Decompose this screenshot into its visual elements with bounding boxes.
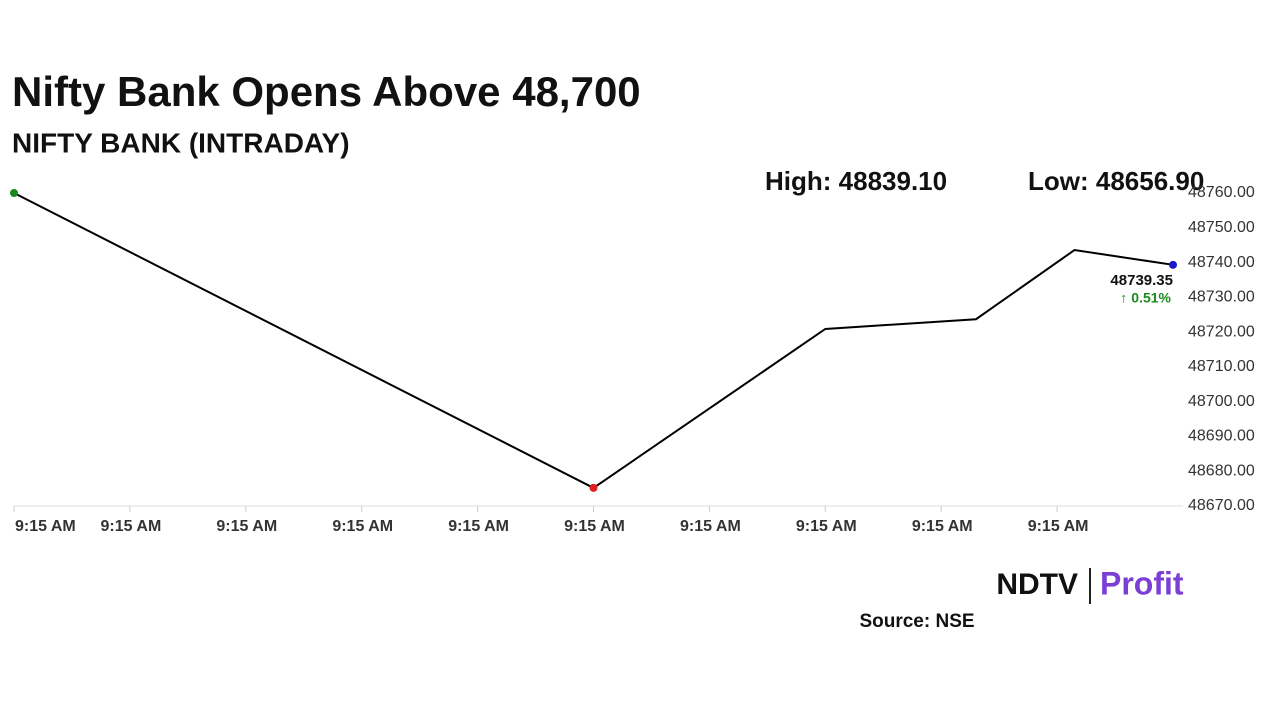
x-tick-label: 9:15 AM bbox=[680, 518, 741, 535]
x-tick-label: 9:15 AM bbox=[796, 518, 857, 535]
point-marker bbox=[10, 189, 18, 197]
y-tick-label: 48750.00 bbox=[1188, 219, 1255, 236]
y-tick-label: 48670.00 bbox=[1188, 497, 1255, 514]
point-marker bbox=[1169, 260, 1177, 269]
x-tick-label: 9:15 AM bbox=[1028, 518, 1089, 535]
y-tick-label: 48730.00 bbox=[1188, 289, 1255, 306]
y-tick-label: 48690.00 bbox=[1188, 428, 1255, 445]
x-tick-label: 9:15 AM bbox=[332, 518, 393, 535]
logo-ndtv: NDTV bbox=[996, 568, 1078, 601]
x-tick-label: 9:15 AM bbox=[564, 518, 625, 535]
y-tick-label: 48680.00 bbox=[1188, 462, 1255, 479]
x-tick-label: 9:15 AM bbox=[15, 518, 76, 535]
x-tick-label: 9:15 AM bbox=[101, 518, 162, 535]
y-tick-label: 48760.00 bbox=[1188, 184, 1255, 201]
x-tick-label: 9:15 AM bbox=[912, 518, 973, 535]
y-tick-label: 48700.00 bbox=[1188, 393, 1255, 410]
low-label: Low: 48656.90 bbox=[1028, 166, 1204, 196]
x-tick-label: 9:15 AM bbox=[216, 518, 277, 535]
y-tick-label: 48710.00 bbox=[1188, 358, 1255, 375]
chart-title: Nifty Bank Opens Above 48,700 bbox=[12, 68, 641, 115]
last-value-label: 48739.35 bbox=[1110, 272, 1173, 289]
high-label: High: 48839.10 bbox=[765, 166, 947, 196]
source: Source: NSE bbox=[859, 611, 974, 632]
point-marker bbox=[589, 483, 598, 492]
y-tick-label: 48720.00 bbox=[1188, 323, 1255, 340]
change-label: ↑ 0.51% bbox=[1120, 290, 1171, 306]
chart-subtitle: NIFTY BANK (INTRADAY) bbox=[12, 127, 350, 158]
y-tick-label: 48740.00 bbox=[1188, 254, 1255, 271]
logo-profit: Profit bbox=[1100, 565, 1184, 601]
line bbox=[13, 192, 1174, 490]
x-tick-label: 9:15 AM bbox=[448, 518, 509, 535]
